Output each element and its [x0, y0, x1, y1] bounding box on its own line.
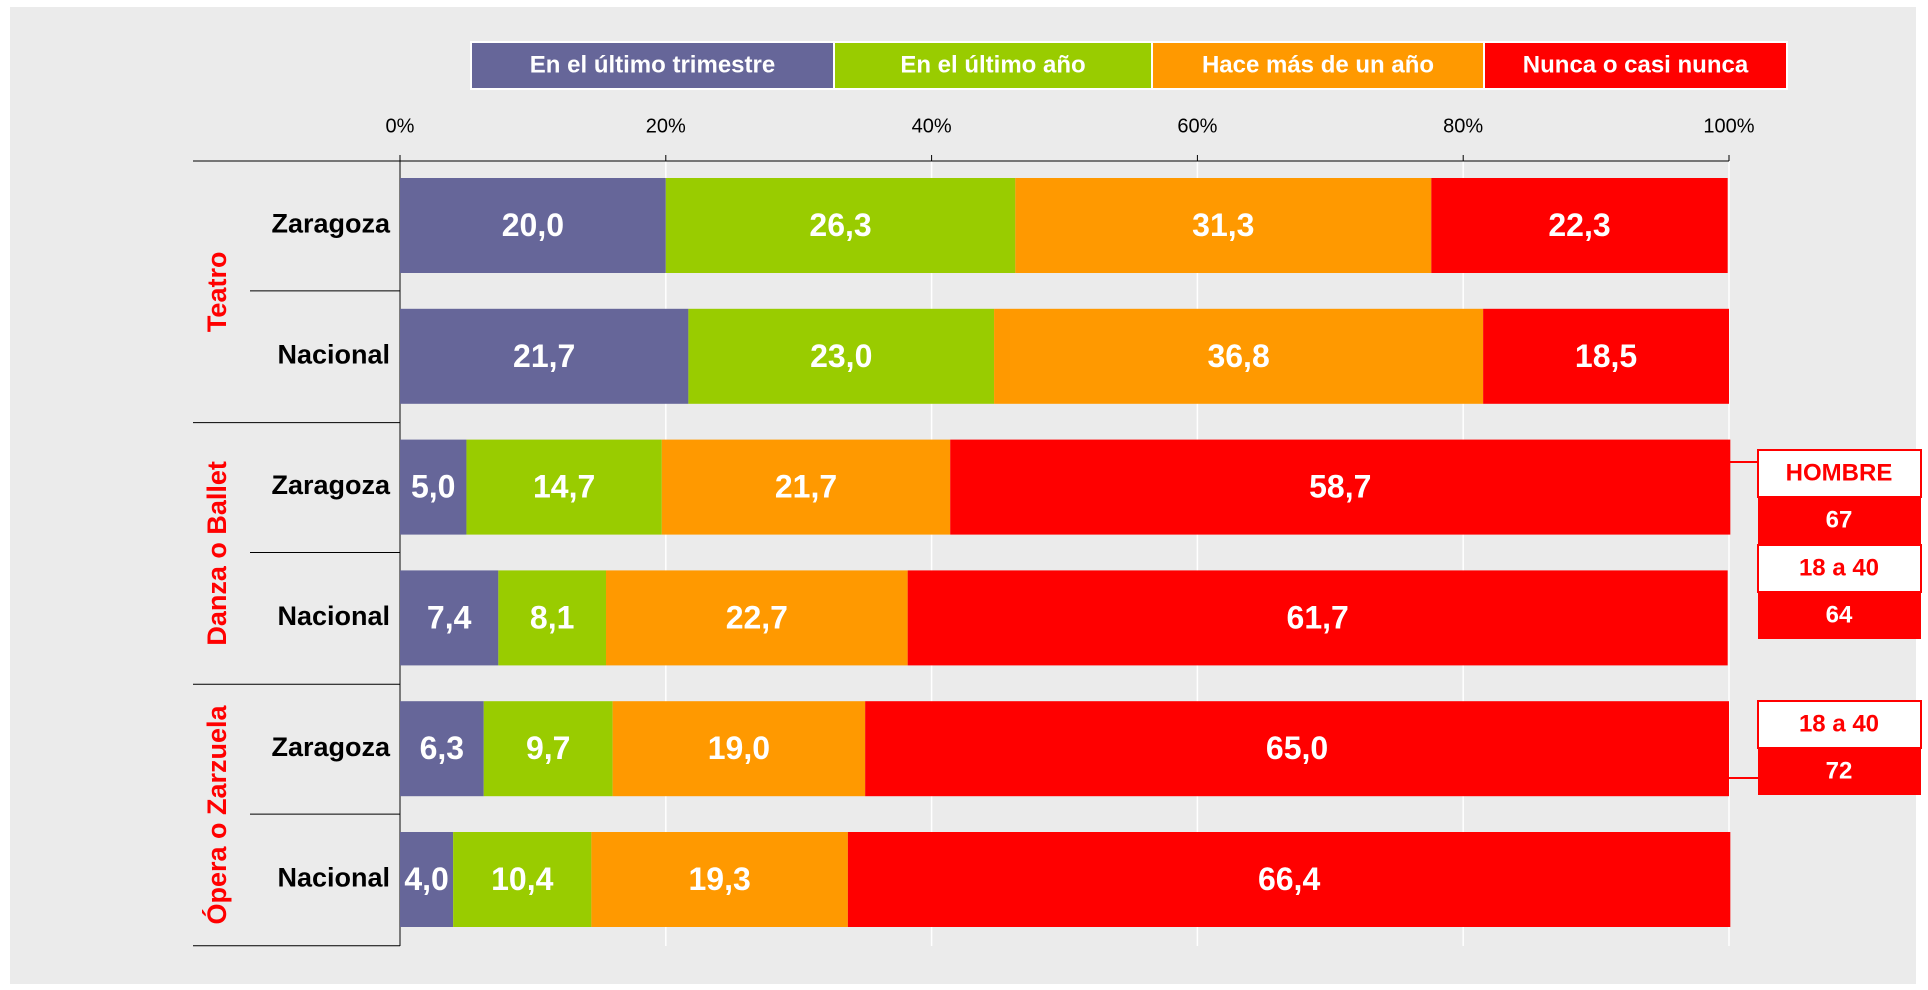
- annotation-box: [1758, 748, 1921, 795]
- bar-segment: [950, 439, 1731, 535]
- bar-segment: [591, 832, 848, 927]
- annotation-box: [1757, 544, 1922, 593]
- value-label: 22,7: [726, 599, 788, 635]
- legend-swatch: [1151, 41, 1485, 90]
- bar-segment: [665, 178, 1016, 273]
- bar-segment: [847, 832, 1731, 927]
- value-label: 19,3: [688, 861, 750, 897]
- annotation-value: 67: [1826, 506, 1853, 533]
- bar-segment: [1015, 178, 1432, 273]
- category-label: Zaragoza: [271, 732, 391, 762]
- bar-segment: [400, 178, 666, 273]
- value-label: 22,3: [1548, 207, 1610, 243]
- group-label: Danza o Ballet: [202, 461, 232, 646]
- annotation-value: 72: [1826, 757, 1853, 784]
- bar-segment: [400, 439, 467, 535]
- value-label: 7,4: [427, 599, 472, 635]
- x-tick-label: 40%: [912, 115, 952, 137]
- value-label: 36,8: [1207, 338, 1269, 374]
- legend-label: En el último trimestre: [530, 51, 775, 78]
- category-label: Nacional: [277, 863, 390, 893]
- bar-segment: [865, 701, 1729, 797]
- legend-label: En el último año: [900, 51, 1085, 78]
- category-label: Zaragoza: [271, 209, 391, 239]
- bar-segment: [1483, 308, 1729, 404]
- value-label: 10,4: [491, 861, 553, 897]
- category-label: Nacional: [277, 339, 390, 369]
- x-tick-label: 100%: [1703, 115, 1754, 137]
- group-label: Ópera o Zarzuela: [201, 704, 232, 924]
- category-label: Zaragoza: [271, 470, 391, 500]
- value-label: 21,7: [513, 338, 575, 374]
- bar-segment: [661, 439, 951, 535]
- bar-segment: [453, 832, 592, 927]
- value-label: 31,3: [1192, 207, 1254, 243]
- bar-segment: [400, 832, 454, 927]
- x-tick-label: 0%: [386, 115, 415, 137]
- value-label: 23,0: [810, 338, 872, 374]
- value-label: 9,7: [526, 730, 570, 766]
- bar-segment: [400, 308, 689, 404]
- bar-segment: [688, 308, 995, 404]
- value-label: 58,7: [1309, 469, 1371, 505]
- value-label: 4,0: [404, 861, 448, 897]
- legend-swatch: [470, 41, 835, 90]
- x-tick-label: 80%: [1443, 115, 1483, 137]
- bar-segment: [400, 701, 484, 797]
- x-tick-label: 60%: [1177, 115, 1217, 137]
- bar-segment: [400, 570, 499, 666]
- bar-segment: [498, 570, 606, 666]
- value-label: 5,0: [411, 469, 455, 505]
- bar-segment: [612, 701, 866, 797]
- legend-label: Hace más de un año: [1202, 51, 1434, 78]
- annotation-label: 18 a 40: [1799, 710, 1879, 737]
- value-label: 21,7: [775, 469, 837, 505]
- annotation-value: 64: [1826, 601, 1853, 628]
- value-label: 14,7: [533, 469, 595, 505]
- annotation-box: [1758, 497, 1921, 544]
- annotation-box: [1758, 592, 1921, 639]
- bar-segment: [483, 701, 613, 797]
- value-label: 26,3: [809, 207, 871, 243]
- value-label: 20,0: [502, 207, 564, 243]
- annotation-label: HOMBRE: [1786, 459, 1893, 486]
- annotation-box: [1757, 700, 1922, 749]
- value-label: 8,1: [530, 599, 574, 635]
- value-label: 65,0: [1266, 730, 1328, 766]
- annotation-label: 18 a 40: [1799, 554, 1879, 581]
- legend-label: Nunca o casi nunca: [1523, 51, 1749, 78]
- value-label: 66,4: [1258, 861, 1320, 897]
- bar-segment: [605, 570, 908, 666]
- bar-segment: [466, 439, 662, 535]
- x-tick-label: 20%: [646, 115, 686, 137]
- value-label: 6,3: [420, 730, 464, 766]
- value-label: 19,0: [708, 730, 770, 766]
- annotation-box: [1757, 449, 1922, 498]
- bar-segment: [994, 308, 1484, 404]
- category-label: Nacional: [277, 601, 390, 631]
- value-label: 61,7: [1287, 599, 1349, 635]
- group-label: Teatro: [202, 252, 232, 333]
- legend-swatch: [1483, 41, 1788, 90]
- bar-segment: [1431, 178, 1728, 273]
- value-label: 18,5: [1575, 338, 1637, 374]
- bar-segment: [907, 570, 1728, 666]
- legend-swatch: [833, 41, 1153, 90]
